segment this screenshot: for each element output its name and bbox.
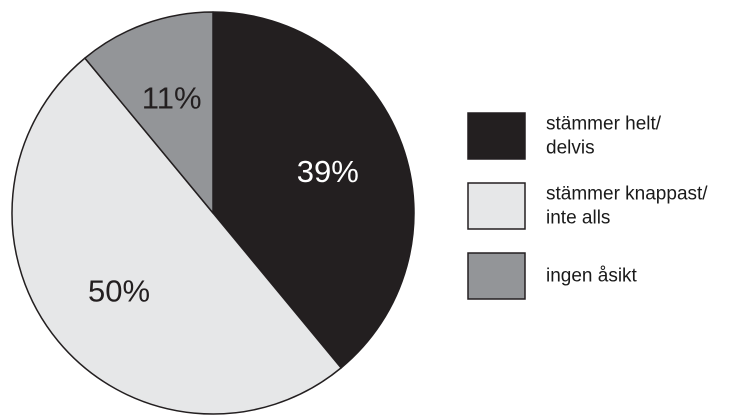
pie-slice: [212, 11, 415, 369]
legend-label: delvis: [546, 138, 595, 159]
legend-swatch: [467, 182, 526, 230]
legend-label: stämmer helt/: [546, 114, 662, 135]
slice-value-label: 11%: [142, 81, 202, 116]
slice-value-label: 50%: [88, 273, 150, 308]
legend-label: stämmer knappast/: [546, 184, 708, 205]
legend-label: inte alls: [546, 208, 610, 229]
legend: stämmer helt/delvis stämmer knappast/inte…: [467, 112, 708, 300]
pie-slice: [11, 57, 342, 415]
legend-label: ingen åsikt: [546, 266, 638, 287]
pie-slice: [84, 11, 214, 214]
pie: 39% 50% 11%: [11, 11, 415, 415]
legend-swatch: [467, 112, 526, 160]
slice-value-label: 39%: [297, 154, 359, 189]
legend-swatch: [467, 252, 526, 300]
